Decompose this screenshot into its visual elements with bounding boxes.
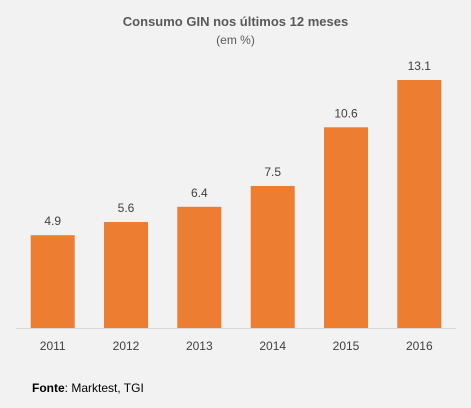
x-tick-label-2016: 2016 bbox=[406, 339, 433, 353]
bar-2016 bbox=[397, 80, 442, 328]
chart-title: Consumo GIN nos últimos 12 meses bbox=[122, 14, 349, 29]
x-tick-label-2013: 2013 bbox=[186, 339, 213, 353]
data-label-2015: 10.6 bbox=[334, 106, 358, 120]
data-label-2012: 5.6 bbox=[118, 201, 135, 215]
data-label-2014: 7.5 bbox=[264, 165, 281, 179]
x-tick-label-2011: 2011 bbox=[40, 339, 66, 353]
bar-2015 bbox=[324, 127, 368, 328]
bar-2014 bbox=[250, 186, 295, 328]
bar-2013 bbox=[177, 206, 222, 328]
source-text: : Marktest, TGI bbox=[64, 381, 144, 395]
x-tick-label-2014: 2014 bbox=[259, 339, 286, 353]
data-label-2011: 4.9 bbox=[44, 214, 61, 228]
source-label: Fonte bbox=[32, 381, 65, 395]
source-note: Fonte: Marktest, TGI bbox=[32, 381, 144, 395]
data-label-2016: 13.1 bbox=[408, 59, 432, 73]
x-tick-label-2015: 2015 bbox=[333, 339, 360, 353]
chart-subtitle: (em %) bbox=[216, 33, 255, 47]
data-label-2013: 6.4 bbox=[191, 186, 208, 200]
bar-2012 bbox=[104, 222, 148, 328]
bar-2011 bbox=[30, 235, 75, 328]
x-tick-label-2012: 2012 bbox=[113, 339, 140, 353]
